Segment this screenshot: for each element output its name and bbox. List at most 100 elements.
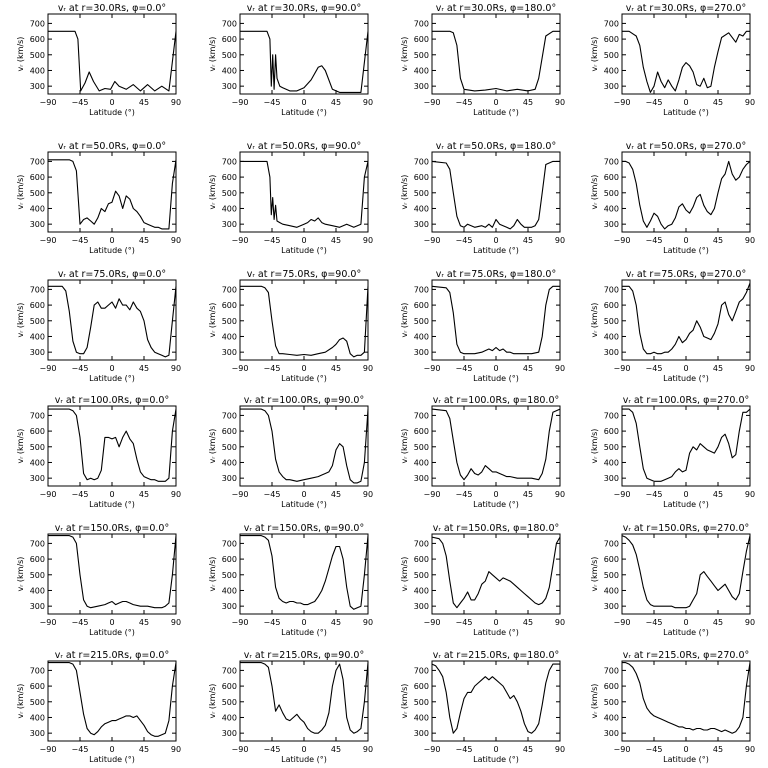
x-axis-label: Latitude (°) — [663, 500, 709, 509]
x-tick-label: −45 — [264, 745, 281, 754]
y-tick-label: 400 — [30, 332, 45, 341]
y-tick-label: 300 — [604, 729, 619, 738]
y-tick-label: 300 — [222, 729, 237, 738]
x-tick-label: −90 — [424, 98, 441, 107]
x-tick-label: 0 — [109, 236, 114, 245]
x-tick-label: 90 — [555, 618, 565, 627]
panel: vᵣ at r=75.0Rs, φ=270.0° 300 400 500 600 700 −… — [590, 269, 755, 383]
panel: vᵣ at r=50.0Rs, φ=180.0° 300 400 500 600 700 −… — [400, 141, 565, 255]
x-tick-label: −45 — [72, 98, 89, 107]
y-tick-label: 400 — [604, 66, 619, 75]
y-tick-label: 700 — [30, 19, 45, 28]
y-tick-label: 600 — [30, 427, 45, 436]
y-tick-label: 500 — [222, 189, 237, 198]
y-axis-label: vᵣ (km/s) — [208, 37, 217, 72]
x-tick-label: 0 — [109, 364, 114, 373]
x-tick-label: −90 — [232, 490, 249, 499]
x-tick-label: 45 — [331, 745, 341, 754]
panel-title: vᵣ at r=215.0Rs, φ=270.0° — [623, 650, 750, 661]
x-tick-label: 45 — [523, 98, 533, 107]
x-tick-label: −45 — [646, 98, 663, 107]
series-line — [48, 30, 177, 92]
x-tick-label: −45 — [264, 364, 281, 373]
y-tick-label: 400 — [414, 586, 429, 595]
x-axis-label: Latitude (°) — [281, 246, 327, 255]
x-tick-label: 45 — [139, 236, 149, 245]
panel: vᵣ at r=215.0Rs, φ=90.0° 300 400 500 600 700 −… — [208, 650, 373, 764]
panel: vᵣ at r=100.0Rs, φ=270.0° 300 400 500 600 700… — [590, 395, 755, 509]
x-tick-label: −90 — [614, 745, 631, 754]
y-tick-label: 700 — [222, 539, 237, 548]
y-tick-label: 400 — [414, 332, 429, 341]
y-tick-label: 600 — [30, 173, 45, 182]
panel-title: vᵣ at r=100.0Rs, φ=0.0° — [55, 395, 169, 406]
panel: vᵣ at r=215.0Rs, φ=270.0° 300 400 500 600 700… — [590, 650, 755, 764]
x-tick-label: −45 — [264, 98, 281, 107]
y-tick-label: 400 — [604, 586, 619, 595]
plot-frame — [431, 13, 561, 95]
x-tick-label: −90 — [614, 236, 631, 245]
x-tick-label: −90 — [232, 745, 249, 754]
x-tick-label: 0 — [493, 236, 498, 245]
panel-title: vᵣ at r=75.0Rs, φ=270.0° — [626, 269, 746, 280]
panel: vᵣ at r=50.0Rs, φ=270.0° 300 400 500 600 700 −… — [590, 141, 755, 255]
y-tick-label: 600 — [30, 555, 45, 564]
y-tick-label: 500 — [30, 51, 45, 60]
y-tick-label: 500 — [414, 51, 429, 60]
y-tick-label: 600 — [414, 35, 429, 44]
y-tick-label: 300 — [30, 602, 45, 611]
x-tick-label: 90 — [363, 490, 373, 499]
plot-frame — [47, 151, 177, 233]
y-tick-label: 600 — [30, 301, 45, 310]
panel: vᵣ at r=50.0Rs, φ=0.0° 300 400 500 600 700 −90… — [16, 141, 181, 255]
y-axis-label: vᵣ (km/s) — [16, 175, 25, 210]
panel-title: vᵣ at r=150.0Rs, φ=90.0° — [244, 523, 364, 534]
series-line — [621, 535, 751, 609]
panel: vᵣ at r=215.0Rs, φ=180.0° 300 400 500 600 700… — [400, 650, 565, 764]
y-tick-label: 700 — [30, 157, 45, 166]
x-tick-label: 45 — [331, 490, 341, 499]
x-axis-label: Latitude (°) — [281, 374, 327, 383]
y-tick-label: 600 — [414, 173, 429, 182]
y-tick-label: 300 — [414, 474, 429, 483]
x-tick-label: −45 — [646, 236, 663, 245]
y-tick-label: 500 — [30, 317, 45, 326]
x-tick-label: 45 — [523, 490, 533, 499]
x-tick-label: 0 — [683, 745, 688, 754]
x-tick-label: −90 — [40, 364, 57, 373]
y-axis-label: vᵣ (km/s) — [208, 303, 217, 338]
y-axis-label: vᵣ (km/s) — [400, 684, 409, 719]
x-axis-label: Latitude (°) — [473, 755, 519, 764]
y-tick-label: 600 — [604, 555, 619, 564]
x-tick-label: 90 — [363, 98, 373, 107]
x-tick-label: −90 — [424, 236, 441, 245]
panel-title: vᵣ at r=215.0Rs, φ=0.0° — [55, 650, 169, 661]
y-tick-label: 700 — [604, 19, 619, 28]
y-tick-label: 300 — [604, 220, 619, 229]
x-tick-label: −90 — [614, 98, 631, 107]
x-tick-label: 90 — [171, 236, 181, 245]
x-axis-label: Latitude (°) — [281, 628, 327, 637]
panel: vᵣ at r=100.0Rs, φ=90.0° 300 400 500 600 700 −… — [208, 395, 373, 509]
panel-title: vᵣ at r=50.0Rs, φ=270.0° — [626, 141, 746, 152]
y-tick-label: 400 — [414, 66, 429, 75]
y-tick-label: 500 — [604, 317, 619, 326]
x-tick-label: −45 — [456, 745, 473, 754]
y-tick-label: 300 — [222, 348, 237, 357]
y-tick-label: 500 — [30, 189, 45, 198]
x-axis-label: Latitude (°) — [473, 246, 519, 255]
x-axis-label: Latitude (°) — [89, 374, 135, 383]
x-axis-label: Latitude (°) — [663, 246, 709, 255]
x-tick-label: 0 — [683, 618, 688, 627]
x-axis-label: Latitude (°) — [89, 755, 135, 764]
x-tick-label: −45 — [646, 745, 663, 754]
x-axis-label: Latitude (°) — [281, 755, 327, 764]
y-tick-label: 400 — [414, 458, 429, 467]
series-line — [622, 30, 750, 93]
plot-frame — [239, 13, 369, 95]
x-axis-label: Latitude (°) — [663, 628, 709, 637]
panel: vᵣ at r=50.0Rs, φ=90.0° 300 400 500 600 700 −9… — [208, 141, 373, 255]
y-tick-label: 700 — [414, 539, 429, 548]
series-line — [622, 662, 751, 734]
